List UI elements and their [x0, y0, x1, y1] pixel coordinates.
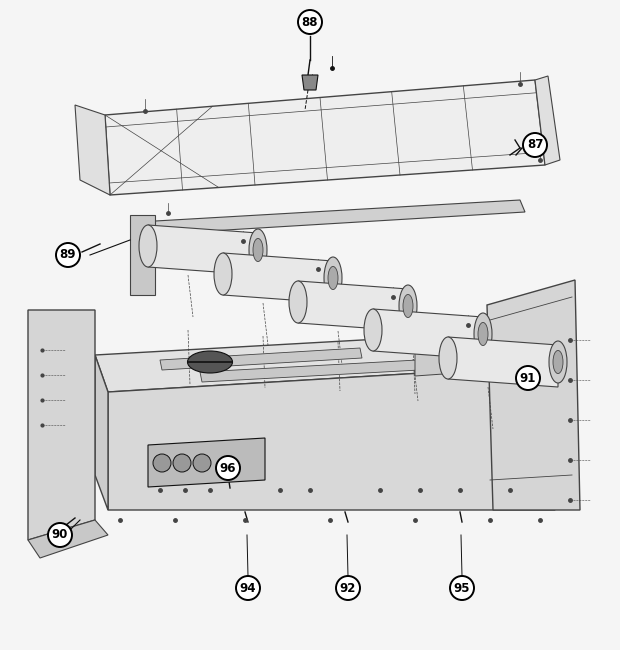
Ellipse shape	[439, 337, 457, 379]
Polygon shape	[415, 342, 500, 376]
Circle shape	[523, 133, 547, 157]
Polygon shape	[75, 105, 110, 195]
Circle shape	[48, 523, 72, 547]
Polygon shape	[108, 365, 555, 510]
Ellipse shape	[549, 341, 567, 383]
Ellipse shape	[289, 281, 307, 323]
Circle shape	[193, 454, 211, 472]
Circle shape	[236, 576, 260, 600]
Circle shape	[153, 454, 171, 472]
Polygon shape	[200, 356, 492, 382]
Text: 96: 96	[219, 462, 236, 474]
Ellipse shape	[403, 294, 413, 318]
Polygon shape	[28, 520, 108, 558]
Polygon shape	[535, 76, 560, 165]
Polygon shape	[148, 225, 258, 275]
Polygon shape	[302, 75, 318, 90]
Ellipse shape	[253, 239, 263, 261]
Text: 87: 87	[527, 138, 543, 151]
Circle shape	[336, 576, 360, 600]
Ellipse shape	[324, 257, 342, 299]
Polygon shape	[448, 337, 558, 387]
Text: 94: 94	[240, 582, 256, 595]
Polygon shape	[373, 309, 483, 359]
Polygon shape	[28, 310, 95, 540]
Circle shape	[450, 576, 474, 600]
Text: 90: 90	[52, 528, 68, 541]
Ellipse shape	[364, 309, 382, 351]
Text: 95: 95	[454, 582, 470, 595]
Polygon shape	[130, 215, 155, 295]
Polygon shape	[95, 330, 555, 392]
Polygon shape	[138, 200, 525, 235]
Circle shape	[516, 366, 540, 390]
Text: 92: 92	[340, 582, 356, 595]
Ellipse shape	[328, 266, 338, 289]
Text: 91: 91	[520, 372, 536, 385]
Ellipse shape	[399, 285, 417, 327]
Text: 89: 89	[60, 248, 76, 261]
Circle shape	[298, 10, 322, 34]
Ellipse shape	[214, 253, 232, 295]
Ellipse shape	[249, 229, 267, 271]
Circle shape	[173, 454, 191, 472]
Circle shape	[216, 456, 240, 480]
Polygon shape	[298, 281, 408, 331]
Text: 88: 88	[302, 16, 318, 29]
Ellipse shape	[474, 313, 492, 355]
Polygon shape	[223, 253, 333, 303]
Polygon shape	[95, 355, 108, 510]
Ellipse shape	[478, 322, 488, 346]
Polygon shape	[148, 438, 265, 487]
Polygon shape	[160, 348, 362, 370]
Polygon shape	[105, 80, 545, 195]
Ellipse shape	[553, 350, 563, 374]
Circle shape	[56, 243, 80, 267]
Text: eReplacementParts.com: eReplacementParts.com	[250, 385, 370, 395]
Ellipse shape	[139, 225, 157, 267]
Polygon shape	[487, 280, 580, 510]
Ellipse shape	[187, 351, 232, 373]
